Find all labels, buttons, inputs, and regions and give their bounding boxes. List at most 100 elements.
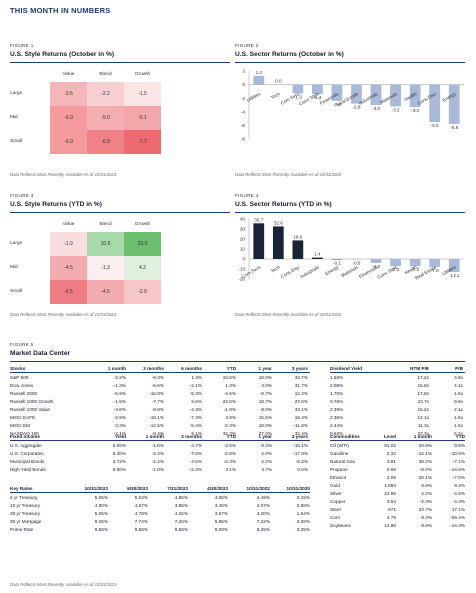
figure-2-title: U.S. Sector Returns (October in %) <box>235 51 344 58</box>
heat3-col-2: Growth <box>134 222 151 227</box>
stocks-cell: -9.8% <box>151 406 164 412</box>
fixed-header-cell: 3 years <box>291 434 308 439</box>
category-label: Health <box>404 264 418 275</box>
table-row: Copper 3.64 -2.3% -4.3% <box>330 497 465 505</box>
page-title: THIS MONTH IN NUMBERS <box>10 6 111 15</box>
stocks-cell: -7.3% <box>189 414 202 420</box>
commodities-cell: 6.9% <box>421 482 432 488</box>
stocks-cell: -16.8% <box>149 390 164 396</box>
fixed-cell: -2.5% <box>223 442 236 448</box>
rates-cell: 8.50% <box>94 526 108 532</box>
fixed-header-cell: 3 months <box>181 434 202 439</box>
table-row: 0.62% 22.3x 6.2x <box>330 429 465 437</box>
table-row: Ethanol 2.05 -10.1% -7.0% <box>330 473 465 481</box>
figure-5-source: Data Reflects Most Recently Available As… <box>10 582 117 587</box>
bar <box>370 259 382 263</box>
table-row: Soybeans 12.80 0.9% -14.3% <box>330 521 465 529</box>
fixed-cell: High Yield Bonds <box>10 466 46 472</box>
dividend-header-cell: P/B <box>455 366 463 371</box>
dividend-cell: 6.2x <box>454 430 463 436</box>
stocks-cell: Russell 1000 Growth <box>10 398 54 404</box>
fixed-cell: 6.40% <box>112 450 126 456</box>
rates-header-cell: 10/31/2022 <box>246 486 270 491</box>
heat3-row-2: Small <box>10 289 22 294</box>
bar-value-label: 1.3 <box>256 70 263 75</box>
stocks-cell: -2.3% <box>223 422 236 428</box>
stocks-cell: 19.4% <box>294 414 308 420</box>
heat1-cell: -6.0 <box>50 106 87 130</box>
table-row: 2.44% 11.3x 1.5x <box>330 421 465 429</box>
heat1-cell: -5.1 <box>124 106 161 130</box>
bar <box>390 259 401 267</box>
category-label: Utilities <box>246 91 262 103</box>
fixed-cell: 0.4% <box>261 442 272 448</box>
heat1-row-0: Large <box>10 91 23 96</box>
heat3-row-0: Large <box>10 241 23 246</box>
bar-value-label: 1.4 <box>314 252 321 257</box>
fixed-header-cell: Fixed Income <box>10 434 40 439</box>
figure-3-title: U.S. Style Returns (YTD in %) <box>10 201 102 208</box>
dividend-cell: 1.6x <box>454 390 463 396</box>
commodities-cell: 12.80 <box>384 522 396 528</box>
fixed-cell: 3.1% <box>225 466 236 472</box>
stocks-cell: S&P 500 <box>10 374 29 380</box>
table-row: Dow Jones -1.3% -6.6% -2.1% 1.3% 3.0% 31.7% <box>10 381 310 389</box>
stocks-cell: -4.3% <box>189 406 202 412</box>
commodities-cell: 2.2% <box>421 490 432 496</box>
bar-value-label: -1.3 <box>294 94 302 99</box>
rates-cell: 5.04% <box>134 494 148 500</box>
stocks-cell: -10.1% <box>149 414 164 420</box>
bar <box>429 259 441 267</box>
table-row: 30 yr Mortgage 8.06% 7.74% 7.26% 6.85% 7.22% 3… <box>10 517 310 525</box>
heat1-cell: -6.0 <box>50 130 87 154</box>
figure-2-label: FIGURE 2 <box>235 43 259 48</box>
commodities-cell: 22.95 <box>384 490 396 496</box>
rates-cell: 10 yr Treasury <box>10 502 40 508</box>
commodities-header-row: Commodities Level 1 month YTD <box>330 434 465 441</box>
commodities-cell: 3.64 <box>386 498 396 504</box>
stocks-cell: Russell 1000 Value <box>10 406 51 412</box>
rates-cell: 0.88% <box>296 502 310 508</box>
heat3-row-1: Mid <box>10 265 18 270</box>
rates-cell: 3.06% <box>296 518 310 524</box>
rates-header-row: Key Rates 10/31/2023 9/30/2023 7/31/2023 4/3… <box>10 486 310 493</box>
dividend-cell: 17.2x <box>417 374 429 380</box>
dividend-cell: 15.8x <box>417 382 429 388</box>
table-row: 2 yr Treasury 5.06% 5.04% 4.86% 4.06% 4.49% 0.… <box>10 493 310 501</box>
dividend-cell: 9.9x <box>454 398 463 404</box>
stocks-cell: 18.7% <box>258 398 272 404</box>
rates-cell: 4.90% <box>94 502 108 508</box>
dividend-cell: 22.3x <box>417 430 429 436</box>
bar-value-label: -13.1 <box>449 273 460 278</box>
figure-4-label: FIGURE 4 <box>235 193 259 198</box>
stocks-cell: -8.3% <box>151 374 164 380</box>
commodities-cell: Soybeans <box>330 522 351 528</box>
stocks-cell: 33.1% <box>294 406 308 412</box>
y-tick-label: 20 <box>240 237 246 242</box>
fixed-cell: -6.2% <box>295 458 308 464</box>
stocks-cell: -8.4% <box>151 430 164 436</box>
bar <box>448 259 460 273</box>
bar <box>448 84 460 125</box>
commodities-cell: -9.0% <box>419 466 432 472</box>
table-row: 30 yr Treasury 5.06% 4.70% 4.02% 3.67% 4.20% 1… <box>10 509 310 517</box>
table-row: 2.36% 12.1x 1.6x <box>330 413 465 421</box>
table-row: 1.56% 17.2x 3.8x <box>330 373 465 381</box>
figure-1-rule <box>10 62 230 63</box>
fixed-income-table: Fixed Income Yield 1 month 3 months YTD 1 yea… <box>10 434 310 473</box>
y-tick-label: 30 <box>240 227 246 232</box>
heat3-col-1: Blend <box>99 222 112 227</box>
table-row: High Yield Bonds 9.50% -1.0% -2.4% 3.1% 4.7% 0… <box>10 465 310 473</box>
stocks-cell: -6.6% <box>151 382 164 388</box>
bar-value-label: -2.8 <box>353 105 361 110</box>
y-tick-label: -10 <box>238 267 245 272</box>
bar <box>292 84 304 94</box>
commodities-cell: -10.8% <box>417 442 432 448</box>
heat3-cell: -4.5 <box>87 280 124 304</box>
category-label: Cons Disc <box>280 264 301 279</box>
bar <box>409 84 421 108</box>
bar-value-label: 0.0 <box>275 79 282 84</box>
fixed-cell: -7.0% <box>189 450 202 456</box>
table-row: 2.08% 15.8x 4.1x <box>330 381 465 389</box>
table-row: Silver 22.95 2.2% -4.5% <box>330 489 465 497</box>
